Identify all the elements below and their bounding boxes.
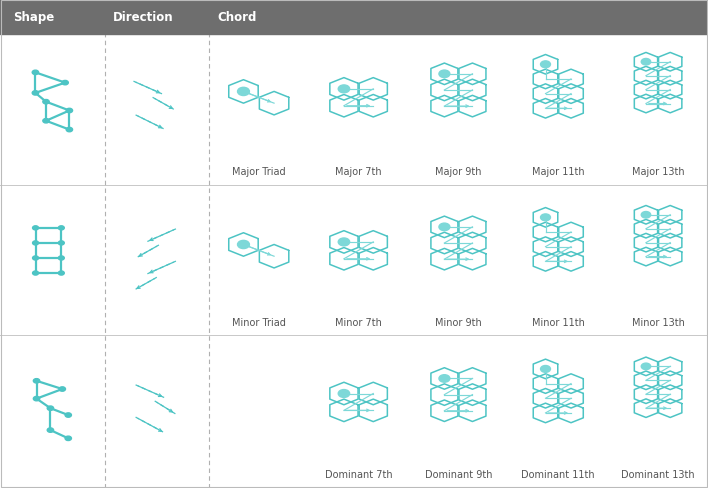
Text: Direction: Direction	[113, 11, 174, 24]
Circle shape	[439, 375, 450, 383]
Circle shape	[33, 379, 40, 383]
Circle shape	[59, 387, 65, 391]
Text: Dominant 7th: Dominant 7th	[325, 469, 392, 479]
Circle shape	[58, 242, 64, 245]
Circle shape	[33, 397, 40, 401]
Text: Minor 11th: Minor 11th	[532, 317, 585, 327]
Circle shape	[33, 256, 38, 261]
Circle shape	[33, 226, 38, 230]
Circle shape	[338, 86, 350, 94]
Circle shape	[33, 71, 38, 75]
Circle shape	[33, 271, 38, 276]
Circle shape	[439, 71, 450, 79]
Circle shape	[67, 109, 72, 113]
Circle shape	[47, 428, 54, 432]
Text: Major 9th: Major 9th	[435, 167, 481, 177]
Text: Major 7th: Major 7th	[336, 167, 382, 177]
Circle shape	[338, 239, 350, 246]
Circle shape	[439, 224, 450, 231]
Text: Minor 7th: Minor 7th	[335, 317, 382, 327]
Circle shape	[641, 212, 651, 219]
Circle shape	[58, 226, 64, 230]
Text: Minor 13th: Minor 13th	[632, 317, 685, 327]
Text: Major Triad: Major Triad	[232, 167, 285, 177]
Text: Major 11th: Major 11th	[532, 167, 585, 177]
Circle shape	[338, 390, 350, 398]
Circle shape	[43, 101, 50, 105]
Circle shape	[33, 242, 38, 245]
Circle shape	[67, 128, 72, 132]
Circle shape	[43, 120, 50, 123]
Circle shape	[540, 214, 550, 221]
Text: Major 13th: Major 13th	[632, 167, 685, 177]
Circle shape	[33, 92, 38, 96]
Text: Chord: Chord	[217, 11, 257, 24]
Text: Dominant 13th: Dominant 13th	[622, 469, 695, 479]
Text: Dominant 9th: Dominant 9th	[425, 469, 492, 479]
Circle shape	[641, 364, 651, 370]
Circle shape	[641, 60, 651, 66]
Text: Shape: Shape	[13, 11, 54, 24]
Bar	[0, 0, 708, 35]
Circle shape	[62, 81, 68, 85]
Circle shape	[65, 436, 72, 441]
Circle shape	[237, 88, 249, 96]
Text: Minor Triad: Minor Triad	[232, 317, 286, 327]
Circle shape	[47, 406, 54, 410]
Circle shape	[58, 256, 64, 261]
Circle shape	[58, 271, 64, 276]
Circle shape	[65, 413, 72, 417]
Text: Dominant 11th: Dominant 11th	[522, 469, 595, 479]
Circle shape	[237, 241, 249, 249]
Text: Minor 9th: Minor 9th	[435, 317, 482, 327]
Circle shape	[540, 366, 550, 373]
Circle shape	[540, 62, 550, 69]
